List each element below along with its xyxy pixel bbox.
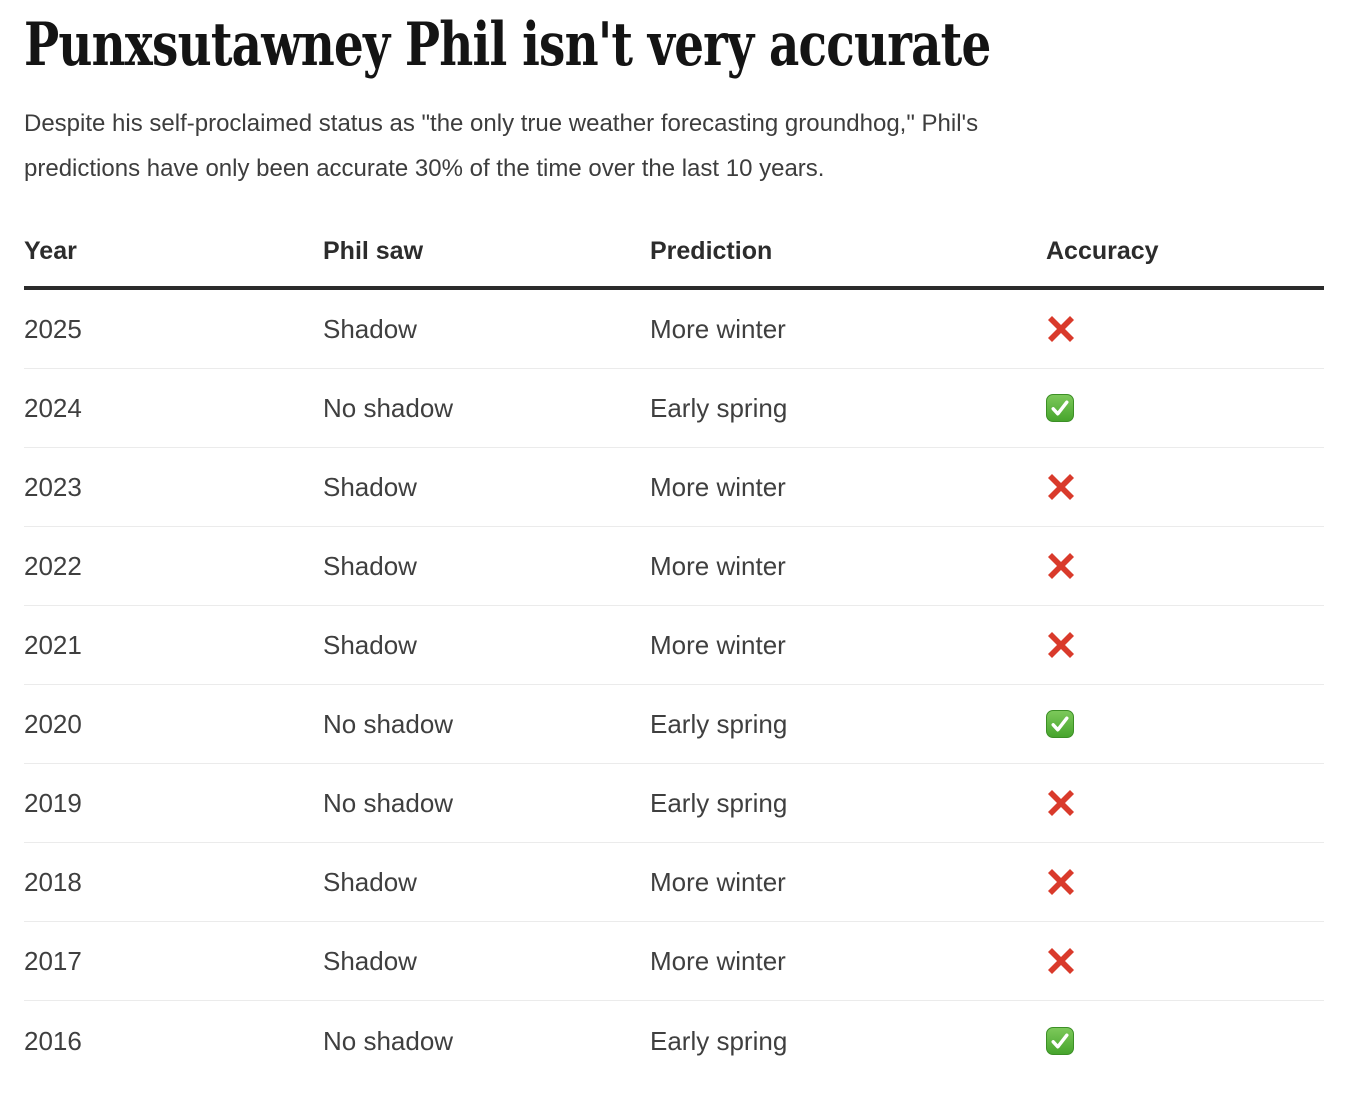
prediction-cell: Early spring [650, 788, 788, 818]
phil-saw-cell: No shadow [323, 393, 454, 423]
cross-mark-icon [1048, 316, 1074, 342]
subtitle-line-2: predictions have only been accurate 30% … [24, 155, 825, 182]
prediction-cell: More winter [650, 867, 786, 897]
page-title-text: Punxsutawney Phil isn't very accurate [24, 10, 991, 80]
cross-mark-icon [1048, 632, 1074, 658]
cross-mark-icon [1048, 474, 1074, 500]
accuracy-cell [1046, 630, 1324, 660]
table-row: 2022 Shadow More winter [24, 527, 1324, 606]
year-cell: 2021 [24, 630, 82, 660]
check-mark-icon [1046, 394, 1074, 422]
cross-mark-icon [1048, 948, 1074, 974]
prediction-cell: More winter [650, 314, 786, 344]
phil-saw-cell: Shadow [323, 630, 417, 660]
page-title: Punxsutawney Phil isn't very accurate [24, 14, 1346, 77]
accuracy-cell [1046, 946, 1324, 976]
phil-saw-cell: Shadow [323, 946, 417, 976]
table-row: 2016 No shadow Early spring [24, 1001, 1324, 1080]
prediction-cell: More winter [650, 472, 786, 502]
accuracy-cell [1046, 394, 1324, 422]
phil-saw-cell: No shadow [323, 1025, 454, 1056]
cross-mark-icon [1048, 790, 1074, 816]
year-cell: 2019 [24, 788, 82, 818]
phil-saw-cell: No shadow [323, 709, 454, 739]
column-header-prediction: Prediction [650, 237, 773, 265]
table-row: 2025 Shadow More winter [24, 290, 1324, 369]
prediction-cell: More winter [650, 551, 786, 581]
predictions-table: Year Phil saw Prediction Accuracy 2025 S… [24, 237, 1324, 1080]
table-header-row: Year Phil saw Prediction Accuracy [24, 237, 1324, 290]
year-cell: 2020 [24, 709, 82, 739]
phil-saw-cell: Shadow [323, 472, 417, 502]
table-body: 2025 Shadow More winter 2024 No shadow E… [24, 290, 1324, 1080]
prediction-cell: Early spring [650, 393, 788, 423]
year-cell: 2016 [24, 1025, 82, 1056]
year-cell: 2022 [24, 551, 82, 581]
prediction-cell: More winter [650, 946, 786, 976]
table-row: 2019 No shadow Early spring [24, 764, 1324, 843]
year-cell: 2024 [24, 393, 82, 423]
year-cell: 2018 [24, 867, 82, 897]
accuracy-cell [1046, 710, 1324, 738]
column-header-phil-saw: Phil saw [323, 237, 424, 265]
year-cell: 2017 [24, 946, 82, 976]
table-row: 2018 Shadow More winter [24, 843, 1324, 922]
cross-mark-icon [1048, 869, 1074, 895]
phil-saw-cell: Shadow [323, 314, 417, 344]
table-row: 2021 Shadow More winter [24, 606, 1324, 685]
prediction-cell: More winter [650, 630, 786, 660]
year-cell: 2023 [24, 472, 82, 502]
accuracy-cell [1046, 867, 1324, 897]
check-mark-icon [1046, 1026, 1074, 1055]
accuracy-cell [1046, 788, 1324, 818]
accuracy-cell [1046, 1026, 1324, 1055]
accuracy-cell [1046, 551, 1324, 581]
table-row: 2024 No shadow Early spring [24, 369, 1324, 448]
table-row: 2023 Shadow More winter [24, 448, 1324, 527]
subtitle: Despite his self-proclaimed status as "t… [24, 101, 1346, 191]
phil-saw-cell: Shadow [323, 551, 417, 581]
accuracy-cell [1046, 314, 1324, 344]
phil-saw-cell: No shadow [323, 788, 454, 818]
column-header-accuracy: Accuracy [1046, 237, 1159, 265]
column-header-year: Year [24, 237, 77, 265]
cross-mark-icon [1048, 553, 1074, 579]
prediction-cell: Early spring [650, 1025, 788, 1056]
year-cell: 2025 [24, 314, 82, 344]
prediction-cell: Early spring [650, 709, 788, 739]
table-row: 2017 Shadow More winter [24, 922, 1324, 1001]
table-row: 2020 No shadow Early spring [24, 685, 1324, 764]
accuracy-cell [1046, 472, 1324, 502]
subtitle-line-1: Despite his self-proclaimed status as "t… [24, 110, 979, 137]
phil-saw-cell: Shadow [323, 867, 417, 897]
check-mark-icon [1046, 710, 1074, 738]
